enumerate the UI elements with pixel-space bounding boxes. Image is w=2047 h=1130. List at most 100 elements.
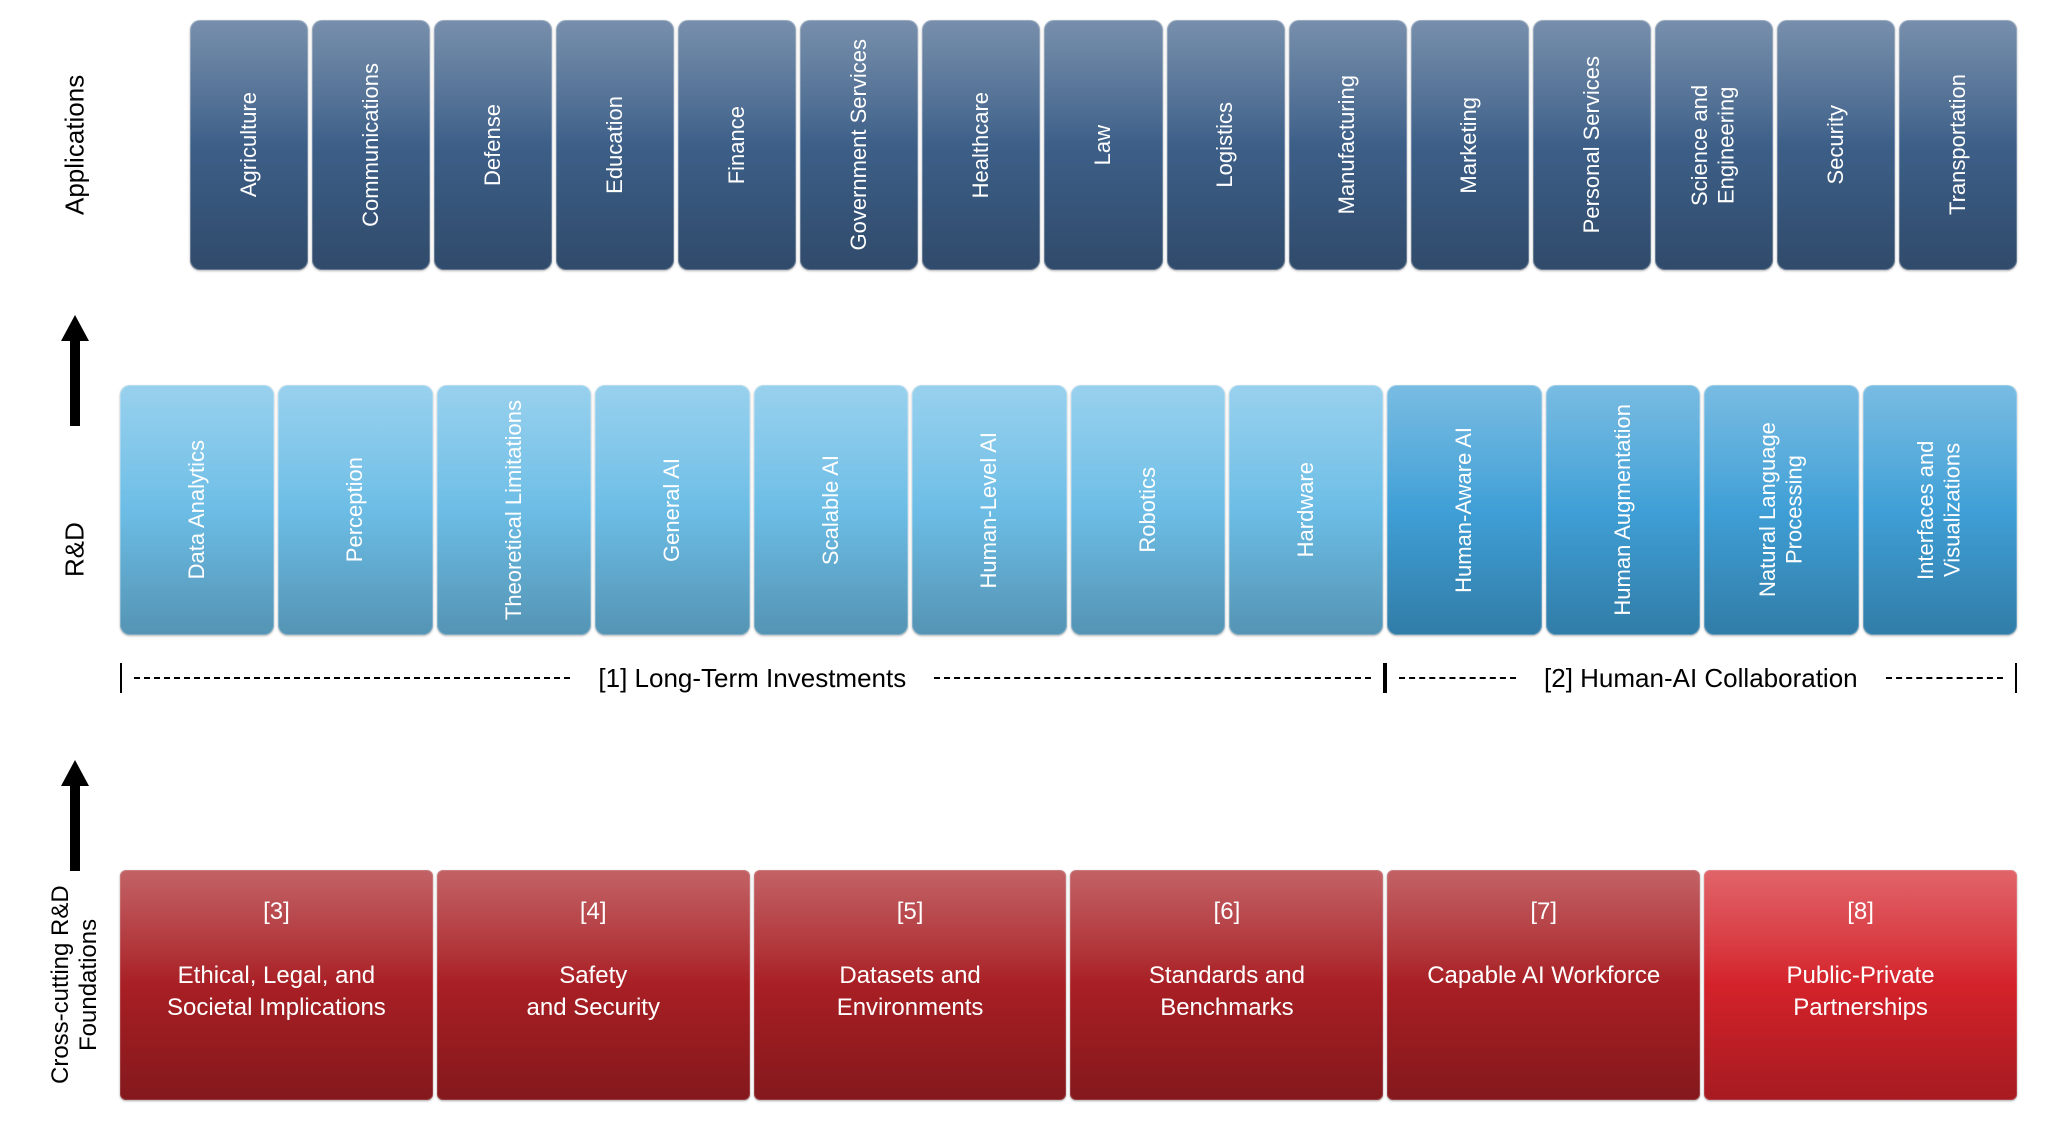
foundation-tile-label: Safety and Security (527, 960, 660, 1025)
foundation-tile-label: Public-Private Partnerships (1722, 960, 1999, 1025)
applications-tile: Manufacturing (1289, 20, 1407, 270)
applications-tile-label: Government Services (846, 39, 872, 251)
row-label-foundations: Cross-cutting R&D Foundations (30, 870, 120, 1100)
bracket-tick (120, 663, 122, 693)
row-label-foundations-text: Cross-cutting R&D Foundations (47, 886, 103, 1085)
applications-tile: Education (556, 20, 674, 270)
foundations-row: [3] Ethical, Legal, and Societal Implicat… (120, 870, 2017, 1100)
rd-group-label: [1] Long-Term Investments (582, 663, 922, 694)
applications-tile-label: Transportation (1945, 74, 1971, 215)
bracket-line (934, 677, 1370, 679)
rd-tile-label: Interfaces and Visualizations (1913, 395, 1966, 625)
applications-tile-label: Finance (724, 106, 750, 184)
row-label-rd-text: R&D (60, 523, 91, 578)
foundation-tile: [6] Standards and Benchmarks (1070, 870, 1383, 1100)
rd-group-bracket: [1] Long-Term Investments (120, 643, 1385, 713)
bracket-tick (1385, 663, 1387, 693)
applications-tile-label: Marketing (1456, 97, 1482, 194)
applications-tile-label: Healthcare (968, 92, 994, 198)
foundation-tile-number: [4] (580, 898, 607, 926)
bracket-line (134, 677, 570, 679)
rd-tile: General AI (595, 385, 749, 635)
bracket-line (1886, 677, 2003, 679)
applications-tile: Logistics (1167, 20, 1285, 270)
applications-row: Agriculture Communications Defense Educatio… (120, 20, 2017, 270)
applications-tile: Personal Services (1533, 20, 1651, 270)
foundation-tile-number: [8] (1847, 898, 1874, 926)
applications-tile-label: Security (1823, 105, 1849, 184)
applications-tile-label: Logistics (1212, 102, 1238, 188)
foundation-tile: [7]Capable AI Workforce (1387, 870, 1700, 1100)
foundation-tile-label: Standards and Benchmarks (1088, 960, 1365, 1025)
rd-tile: Hardware (1229, 385, 1383, 635)
rd-tile-label: Scalable AI (818, 455, 844, 565)
rd-tile: Perception (278, 385, 432, 635)
rd-tile: Natural Language Processing (1704, 385, 1858, 635)
foundation-tile-number: [3] (263, 898, 290, 926)
arrow-apps-rd (30, 270, 120, 385)
spacer-1 (120, 270, 2017, 385)
gap-right (120, 830, 2017, 870)
foundation-tile: [5] Datasets and Environments (754, 870, 1067, 1100)
applications-tile: Agriculture (190, 20, 308, 270)
rd-tile: Scalable AI (754, 385, 908, 635)
foundation-tile-label: Ethical, Legal, and Societal Implication… (138, 960, 415, 1025)
applications-tile-label: Law (1090, 125, 1116, 165)
rd-tile: Data Analytics (120, 385, 274, 635)
rd-tile: Theoretical Limitations (437, 385, 591, 635)
foundation-tile-number: [5] (897, 898, 924, 926)
rd-tile-label: Human-Level AI (976, 432, 1002, 589)
applications-tile-label: Manufacturing (1334, 75, 1360, 214)
bracket-line (1399, 677, 1516, 679)
rd-tile-label: Data Analytics (184, 440, 210, 579)
row-label-rd: R&D (30, 385, 120, 715)
rd-tile-label: Human-Aware AI (1451, 427, 1477, 593)
applications-tile: Finance (678, 20, 796, 270)
applications-tile: Defense (434, 20, 552, 270)
applications-tile: Security (1777, 20, 1895, 270)
rd-tile-label: General AI (659, 458, 685, 562)
applications-tile-label: Personal Services (1579, 56, 1605, 233)
rd-tile: Human Augmentation (1546, 385, 1700, 635)
rd-group-label: [2] Human-AI Collaboration (1528, 663, 1874, 694)
foundation-tile-label: Datasets and Environments (772, 960, 1049, 1025)
rd-row: Data Analytics Perception Theoretical Limi… (120, 385, 2017, 715)
rd-tile-label: Human Augmentation (1610, 404, 1636, 616)
applications-tile: Transportation (1899, 20, 2017, 270)
applications-tile-label: Education (602, 96, 628, 194)
applications-tile: Marketing (1411, 20, 1529, 270)
applications-tile-label: Agriculture (236, 92, 262, 197)
applications-tile: Government Services (800, 20, 918, 270)
rd-tile: Interfaces and Visualizations (1863, 385, 2017, 635)
applications-tile: Communications (312, 20, 430, 270)
row-label-applications: Applications (30, 20, 120, 270)
rd-tile-label: Natural Language Processing (1755, 395, 1808, 625)
applications-tile: Healthcare (922, 20, 1040, 270)
foundation-tile: [8] Public-Private Partnerships (1704, 870, 2017, 1100)
rd-tile-label: Theoretical Limitations (501, 400, 527, 620)
rd-tile-label: Robotics (1135, 467, 1161, 553)
applications-tile: Science and Engineering (1655, 20, 1773, 270)
foundation-tile-number: [7] (1530, 898, 1557, 926)
applications-tile-label: Science and Engineering (1687, 30, 1740, 260)
spacer-2 (120, 715, 2017, 830)
row-label-applications-text: Applications (60, 75, 91, 215)
rd-tile: Human-Level AI (912, 385, 1066, 635)
up-arrow-icon (61, 315, 89, 341)
ai-strategy-diagram: Applications Agriculture Communications De… (30, 20, 2017, 1100)
foundation-tile: [4] Safety and Security (437, 870, 750, 1100)
rd-tile-label: Perception (342, 457, 368, 562)
up-arrow-icon (61, 760, 89, 786)
applications-tile-label: Defense (480, 104, 506, 186)
foundations-tiles: [3] Ethical, Legal, and Societal Implicat… (120, 870, 2017, 1100)
applications-tile-label: Communications (358, 63, 384, 227)
foundation-tile-number: [6] (1214, 898, 1241, 926)
rd-tile: Robotics (1071, 385, 1225, 635)
rd-tile: Human-Aware AI (1387, 385, 1541, 635)
bracket-tick (2015, 663, 2017, 693)
rd-group-bracket: [2] Human-AI Collaboration (1385, 643, 2017, 713)
arrow-rd-foundations (30, 715, 120, 830)
applications-tiles: Agriculture Communications Defense Educatio… (120, 20, 2017, 270)
rd-brackets: [1] Long-Term Investments [2] Human-AI C… (120, 643, 2017, 713)
rd-tiles: Data Analytics Perception Theoretical Limi… (120, 385, 2017, 635)
